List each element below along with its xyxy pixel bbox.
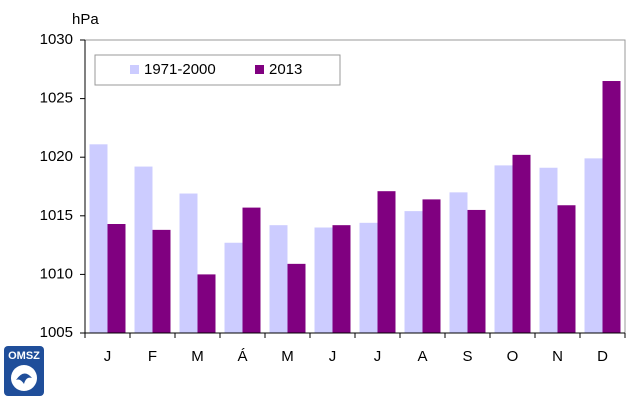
- bar: [107, 224, 126, 333]
- x-tick-label: O: [507, 348, 519, 365]
- bar: [602, 81, 621, 334]
- y-unit: hPa: [72, 11, 99, 28]
- bar: [287, 263, 306, 333]
- x-tick-label: N: [552, 348, 563, 365]
- x-tick-label: J: [329, 348, 337, 365]
- bar: [359, 222, 378, 333]
- bar: [179, 193, 198, 333]
- x-tick-label: A: [417, 348, 427, 365]
- logo-wave: [16, 373, 32, 384]
- bar: [539, 167, 558, 333]
- bar: [467, 209, 486, 333]
- y-tick-label: 1020: [40, 148, 73, 165]
- bar: [197, 274, 216, 333]
- y-tick-label: 1015: [40, 207, 73, 224]
- bar: [242, 207, 261, 333]
- bar: [152, 229, 171, 333]
- bar: [404, 211, 423, 333]
- bar: [494, 165, 513, 333]
- bar: [134, 166, 153, 333]
- x-tick-label: D: [597, 348, 608, 365]
- logo: OMSZ: [4, 346, 44, 396]
- legend-label: 1971-2000: [144, 61, 216, 78]
- x-tick-label: F: [148, 348, 157, 365]
- x-tick-label: Á: [237, 348, 247, 365]
- y-tick-label: 1005: [40, 324, 73, 341]
- y-tick-label: 1025: [40, 90, 73, 107]
- bar: [224, 242, 243, 333]
- legend-swatch: [130, 65, 139, 74]
- x-tick-label: M: [281, 348, 294, 365]
- bar: [422, 199, 441, 333]
- bar: [89, 144, 108, 333]
- bar: [449, 192, 468, 333]
- y-tick-label: 1030: [40, 31, 73, 48]
- x-tick-label: J: [374, 348, 382, 365]
- x-tick-label: S: [462, 348, 472, 365]
- bar: [512, 154, 531, 333]
- x-tick-label: J: [104, 348, 112, 365]
- x-tick-label: M: [191, 348, 204, 365]
- bar: [584, 158, 603, 333]
- legend-swatch: [255, 65, 264, 74]
- bar: [269, 225, 288, 333]
- legend-label: 2013: [269, 61, 302, 78]
- bar: [314, 227, 333, 333]
- bar: [557, 205, 576, 333]
- y-tick-label: 1010: [40, 265, 73, 282]
- bar: [332, 225, 351, 333]
- logo-text: OMSZ: [8, 350, 40, 362]
- bar: [377, 191, 396, 333]
